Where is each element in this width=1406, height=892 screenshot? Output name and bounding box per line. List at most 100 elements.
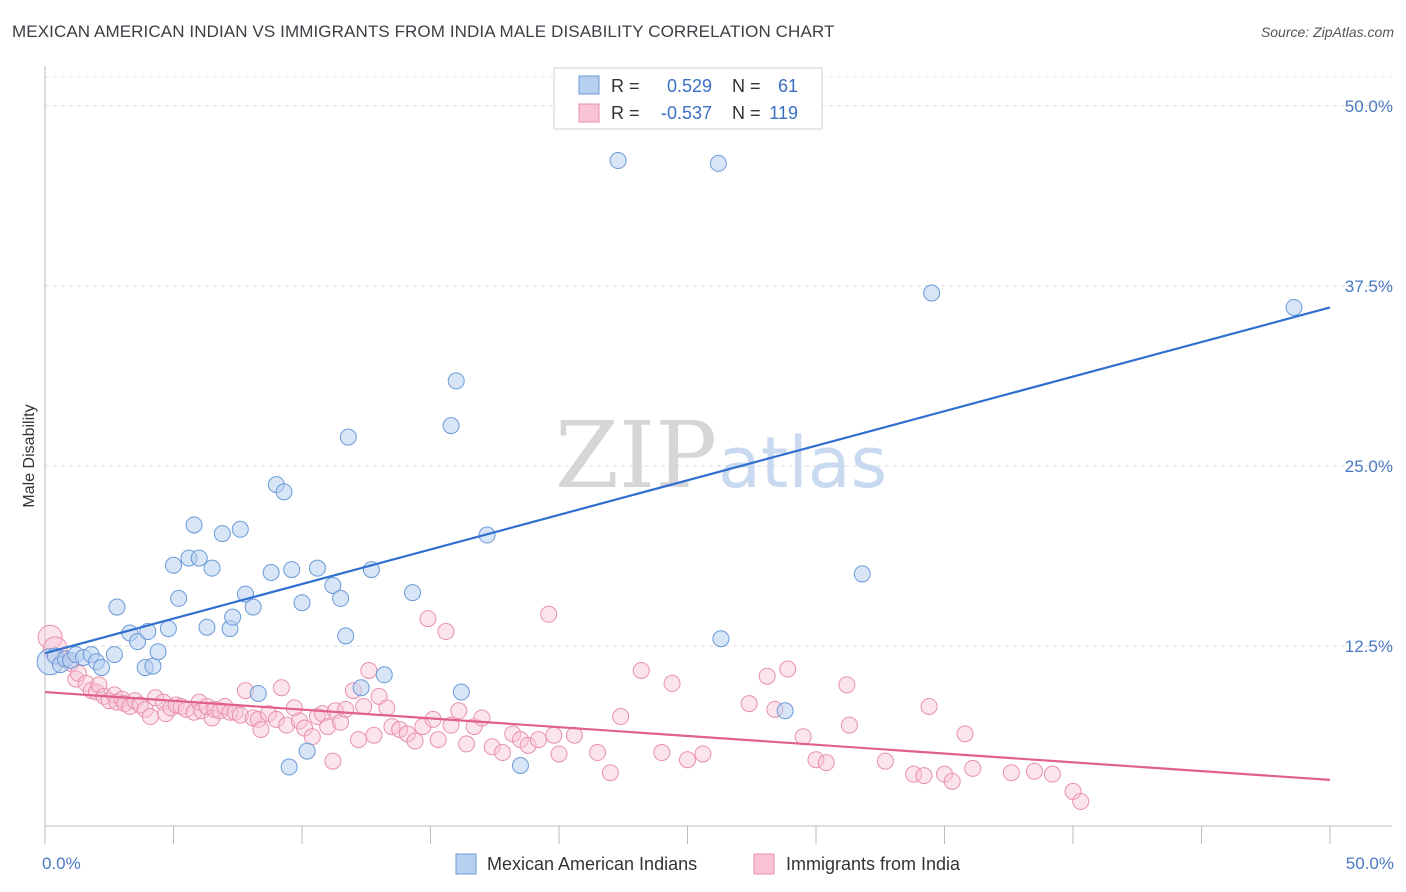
tick-labels: 12.5% 25.0% 37.5% 50.0% 0.0% 50.0% (42, 97, 1394, 873)
point-immigrants-from-india (141, 708, 159, 726)
point-immigrants-from-india (807, 751, 825, 769)
point-immigrants-from-india (632, 661, 650, 679)
point-immigrants-from-india (1002, 764, 1020, 782)
point-immigrants-from-india (779, 660, 797, 678)
trend-line-blue (44, 306, 1331, 655)
point-immigrants-from-india (303, 728, 321, 746)
point-immigrants-from-india (365, 726, 383, 744)
point-mexican-american-indians (324, 576, 342, 594)
point-mexican-american-indians (1285, 298, 1303, 316)
stats-n-value-2: 119 (769, 103, 798, 123)
point-immigrants-from-india (267, 710, 285, 728)
point-immigrants-from-india (540, 605, 558, 623)
stats-r-value-1: 0.529 (667, 76, 712, 96)
point-mexican-american-indians (447, 372, 465, 390)
blue-series (36, 152, 1303, 776)
point-mexican-american-indians (776, 702, 794, 720)
legend-label-pink: Immigrants from India (786, 854, 961, 874)
point-immigrants-from-india (740, 695, 758, 713)
point-immigrants-from-india (589, 744, 607, 762)
point-mexican-american-indians (108, 598, 126, 616)
point-immigrants-from-india (308, 708, 326, 726)
point-mexican-american-indians (198, 618, 216, 636)
point-mexican-american-indians (339, 428, 357, 446)
point-mexican-american-indians (203, 559, 221, 577)
watermark: ZIP atlas (555, 402, 887, 509)
point-immigrants-from-india (337, 700, 355, 718)
point-immigrants-from-india (915, 767, 933, 785)
point-mexican-american-indians (93, 659, 111, 677)
point-immigrants-from-india (838, 676, 856, 694)
point-immigrants-from-india (612, 708, 630, 726)
source-label: Source: ZipAtlas.com (1260, 24, 1394, 40)
point-immigrants-from-india (663, 674, 681, 692)
pink-series (37, 605, 1090, 811)
bottom-legend: Mexican American Indians Immigrants from… (455, 853, 961, 875)
y-tick-label-2: 37.5% (1345, 277, 1393, 296)
point-mexican-american-indians (149, 643, 167, 661)
point-immigrants-from-india (601, 764, 619, 782)
point-immigrants-from-india (378, 699, 396, 717)
chart-title: MEXICAN AMERICAN INDIAN VS IMMIGRANTS FR… (12, 22, 835, 41)
point-immigrants-from-india (429, 731, 447, 749)
stats-n-label-2: N = (732, 103, 761, 123)
point-mexican-american-indians (249, 684, 267, 702)
x-tick-label-1: 50.0% (1346, 854, 1394, 873)
point-immigrants-from-india (147, 689, 165, 707)
point-immigrants-from-india (519, 736, 537, 754)
watermark-atlas: atlas (718, 422, 887, 504)
point-mexican-american-indians (262, 563, 280, 581)
point-mexican-american-indians (337, 627, 355, 645)
point-mexican-american-indians (853, 565, 871, 583)
point-immigrants-from-india (758, 667, 776, 685)
point-immigrants-from-india (956, 725, 974, 743)
point-immigrants-from-india (360, 661, 378, 679)
point-immigrants-from-india (493, 744, 511, 762)
point-immigrants-from-india (437, 623, 455, 641)
point-immigrants-from-india (355, 697, 373, 715)
stats-swatch-pink (578, 103, 600, 123)
point-immigrants-from-india (391, 720, 409, 738)
point-immigrants-from-india (457, 735, 475, 753)
y-tick-label-0: 12.5% (1345, 637, 1393, 656)
point-immigrants-from-india (319, 718, 337, 736)
stats-r-label-1: R = (611, 76, 640, 96)
point-immigrants-from-india (817, 754, 835, 772)
legend-swatch-pink (753, 853, 775, 875)
point-mexican-american-indians (332, 589, 350, 607)
point-mexican-american-indians (190, 549, 208, 567)
point-mexican-american-indians (609, 152, 627, 170)
point-immigrants-from-india (450, 702, 468, 720)
stats-r-label-2: R = (611, 103, 640, 123)
point-mexican-american-indians (293, 594, 311, 612)
point-mexican-american-indians (283, 561, 301, 579)
point-immigrants-from-india (231, 706, 249, 724)
point-mexican-american-indians (185, 516, 203, 534)
point-mexican-american-indians (105, 646, 123, 664)
x-tick-label-0: 0.0% (42, 854, 81, 873)
point-mexican-american-indians (165, 556, 182, 574)
stats-legend: R = 0.529 N = 61 R = -0.537 N = 119 (553, 67, 823, 130)
point-immigrants-from-india (550, 745, 568, 763)
point-immigrants-from-india (964, 759, 982, 777)
point-mexican-american-indians (170, 589, 188, 607)
point-immigrants-from-india (529, 731, 547, 749)
trend-line-pink (44, 690, 1331, 782)
point-immigrants-from-india (406, 732, 424, 750)
point-mexican-american-indians (213, 525, 231, 543)
point-immigrants-from-india (876, 752, 894, 770)
trend-lines (44, 306, 1331, 782)
point-mexican-american-indians (452, 683, 470, 701)
point-mexican-american-indians (352, 679, 370, 697)
point-immigrants-from-india (419, 610, 437, 628)
point-immigrants-from-india (324, 752, 342, 770)
point-immigrants-from-india (794, 728, 812, 746)
point-mexican-american-indians (275, 483, 293, 501)
point-immigrants-from-india (483, 738, 501, 756)
point-immigrants-from-india (545, 726, 563, 744)
point-mexican-american-indians (511, 757, 529, 775)
legend-swatch-blue (455, 853, 477, 875)
point-mexican-american-indians (280, 758, 298, 776)
watermark-zip: ZIP (555, 402, 717, 509)
